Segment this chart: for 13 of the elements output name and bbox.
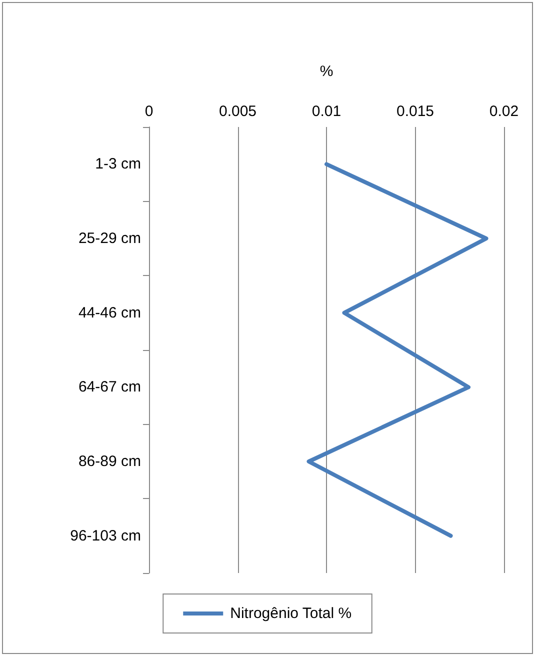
- y-tick-label: 96-103 cm: [70, 527, 141, 544]
- x-tick-label: 0.02: [489, 103, 519, 120]
- y-tick-label: 86-89 cm: [78, 453, 141, 470]
- x-tick-label: 0.01: [312, 103, 342, 120]
- x-axis-title: %: [320, 63, 334, 80]
- x-tick-label: 0.005: [218, 103, 257, 120]
- x-tick-label: 0: [144, 103, 154, 120]
- y-tick-label: 1-3 cm: [95, 156, 141, 173]
- y-tick-label: 25-29 cm: [78, 230, 141, 247]
- legend-label: Nitrogênio Total %: [230, 605, 352, 622]
- x-tick-label: 0.015: [396, 103, 434, 120]
- y-tick-label: 44-46 cm: [78, 304, 141, 322]
- y-tick-label: 64-67 cm: [78, 378, 141, 396]
